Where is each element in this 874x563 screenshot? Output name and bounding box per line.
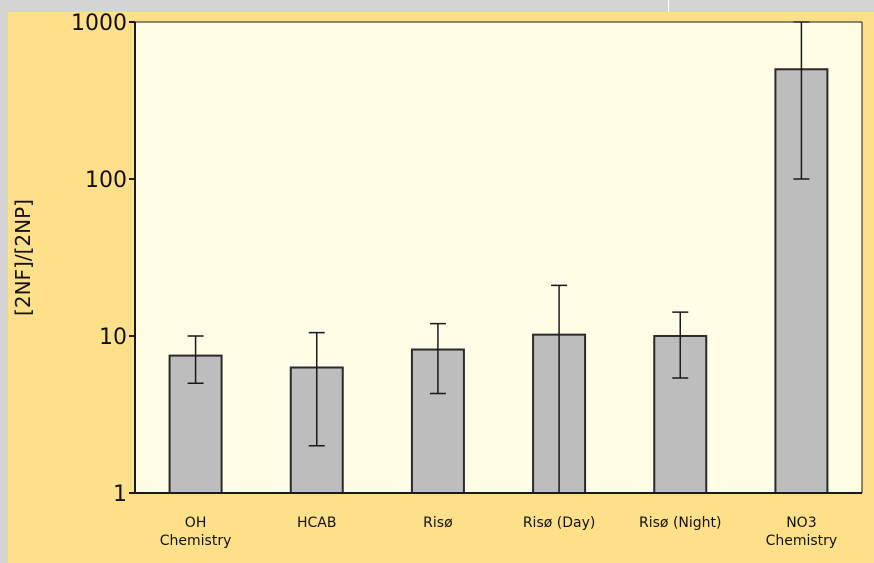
x-tick-label: Risø	[423, 515, 453, 531]
left-border-strip	[0, 0, 8, 563]
x-tick-label: Risø (Night)	[639, 515, 721, 531]
y-tick-label: 10	[99, 325, 127, 350]
x-tick-label: Chemistry	[160, 533, 232, 549]
y-tick-label: 1000	[71, 11, 127, 36]
top-border-divider	[668, 0, 669, 12]
x-tick-label: Chemistry	[766, 533, 838, 549]
top-border-strip	[0, 0, 874, 12]
y-tick-label: 1	[113, 482, 127, 507]
plot-area	[135, 22, 862, 493]
x-labels-group: OH Chemistry HCAB Risø Risø (Day) Risø (Night…	[160, 515, 837, 549]
axes-group	[134, 21, 863, 494]
x-tick-label: HCAB	[297, 515, 336, 531]
x-tick-label: NO3	[786, 515, 816, 531]
bars-group	[168, 68, 829, 495]
y-ticks-group: 1 10 100 1000	[71, 11, 135, 507]
x-tick-label: OH	[185, 515, 207, 531]
y-tick-label: 100	[85, 168, 127, 193]
x-tick-label: Risø (Day)	[523, 515, 596, 531]
y-axis-label: [2NF]/[2NP]	[11, 199, 35, 316]
